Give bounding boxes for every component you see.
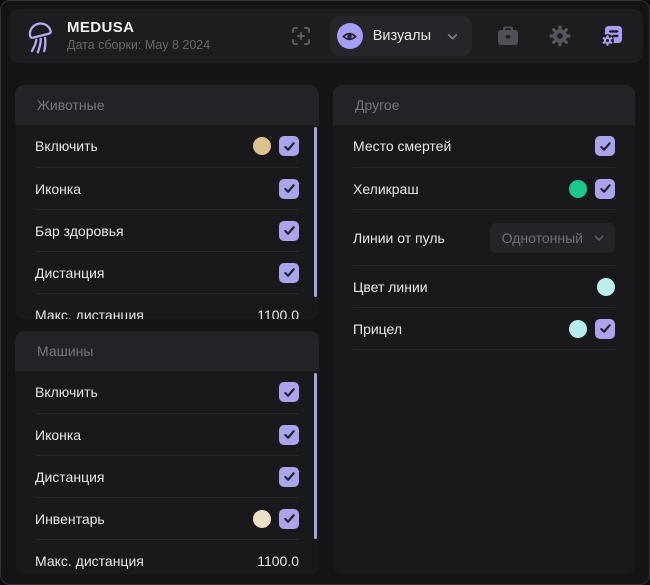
row-label: Инвентарь (35, 510, 105, 527)
row-label: Бар здоровья (35, 222, 124, 239)
checkbox-checked[interactable] (279, 424, 299, 445)
row-label: Макс. дистанция (35, 306, 144, 320)
color-swatch[interactable] (597, 277, 615, 296)
row-label: Включить (35, 384, 98, 400)
row-label: Дистанция (35, 264, 105, 281)
checkbox-checked[interactable] (595, 318, 615, 339)
row-label: Дистанция (35, 468, 105, 485)
scrollbar-thumb[interactable] (314, 127, 317, 297)
row-label: Цвет линии (353, 278, 428, 295)
color-swatch[interactable] (253, 509, 271, 528)
row-divider (353, 349, 615, 350)
panel-animals-header: Животные (15, 85, 319, 125)
bullet-lines-select[interactable]: Однотонный (489, 222, 615, 253)
row-animals-max-distance: Макс. дистанция 1100.0 (35, 293, 299, 319)
panel-animals: Животные Включить Иконка Бар здоровья Ди… (15, 85, 319, 319)
max-distance-value[interactable]: 1100.0 (257, 306, 299, 320)
scrollbar-thumb[interactable] (314, 373, 317, 539)
row-label: Макс. дистанция (35, 552, 144, 569)
color-swatch[interactable] (253, 137, 271, 155)
crosshair-button[interactable] (286, 21, 316, 51)
row-vehicles-enable: Включить (35, 371, 299, 413)
checkbox-checked[interactable] (279, 262, 299, 283)
row-animals-distance: Дистанция (35, 251, 299, 293)
row-label: Включить (35, 138, 98, 154)
panel-title: Другое (355, 97, 400, 113)
checkbox-checked[interactable] (279, 508, 299, 529)
jellyfish-logo-icon (19, 14, 63, 58)
panel-other: Другое Место смертей Хеликраш Линии от п… (333, 85, 635, 574)
row-vehicles-distance: Дистанция (35, 455, 299, 497)
panel-other-header: Другое (333, 85, 635, 125)
scripts-button[interactable] (597, 21, 627, 51)
row-label: Хеликраш (353, 180, 419, 197)
script-settings-icon (599, 23, 625, 49)
row-label: Место смертей (353, 138, 452, 154)
briefcase-icon (496, 25, 520, 47)
category-dropdown-button[interactable]: Визуалы (329, 16, 472, 56)
row-other-crosshair: Прицел (353, 307, 615, 349)
row-other-bullet-lines: Линии от пуль Однотонный (353, 209, 615, 265)
checkbox-checked[interactable] (279, 382, 299, 402)
panel-vehicles: Машины Включить Иконка Дистанция Инвента… (15, 331, 319, 574)
category-dropdown-label: Визуалы (372, 28, 431, 44)
row-label: Прицел (353, 320, 403, 337)
row-animals-enable: Включить (35, 125, 299, 167)
row-label: Иконка (35, 180, 82, 197)
row-animals-healthbar: Бар здоровья (35, 209, 299, 251)
chevron-down-icon (593, 232, 605, 244)
row-other-line-color: Цвет линии (353, 265, 615, 307)
select-value: Однотонный (501, 229, 583, 246)
row-other-death-places: Место смертей (353, 125, 615, 167)
row-vehicles-icon: Иконка (35, 413, 299, 455)
checkbox-checked[interactable] (279, 136, 299, 156)
checkbox-checked[interactable] (279, 220, 299, 241)
panel-title: Машины (37, 343, 94, 359)
checkbox-checked[interactable] (279, 466, 299, 487)
briefcase-button[interactable] (493, 21, 523, 51)
app-title: MEDUSA (67, 19, 135, 36)
color-swatch[interactable] (569, 179, 587, 198)
title-block: MEDUSA Дата сборки: May 8 2024 (67, 19, 210, 53)
eye-icon (336, 23, 363, 49)
checkbox-checked[interactable] (279, 178, 299, 199)
panel-title: Животные (37, 97, 105, 113)
chevron-down-icon (446, 30, 459, 43)
gear-icon (549, 25, 571, 47)
row-other-helicrash: Хеликраш (353, 167, 615, 209)
settings-button[interactable] (545, 21, 575, 51)
checkbox-checked[interactable] (595, 136, 615, 156)
max-distance-value[interactable]: 1100.0 (257, 552, 299, 569)
panel-vehicles-header: Машины (15, 331, 319, 371)
row-vehicles-inventory: Инвентарь (35, 497, 299, 539)
checkbox-checked[interactable] (595, 178, 615, 199)
row-label: Иконка (35, 426, 82, 443)
row-vehicles-max-distance: Макс. дистанция 1100.0 (35, 539, 299, 574)
header-bar: MEDUSA Дата сборки: May 8 2024 (9, 9, 643, 63)
row-label: Линии от пуль (353, 229, 445, 246)
row-animals-icon: Иконка (35, 167, 299, 209)
crosshair-icon (290, 25, 312, 47)
build-date: Дата сборки: May 8 2024 (67, 38, 211, 52)
color-swatch[interactable] (569, 319, 587, 338)
